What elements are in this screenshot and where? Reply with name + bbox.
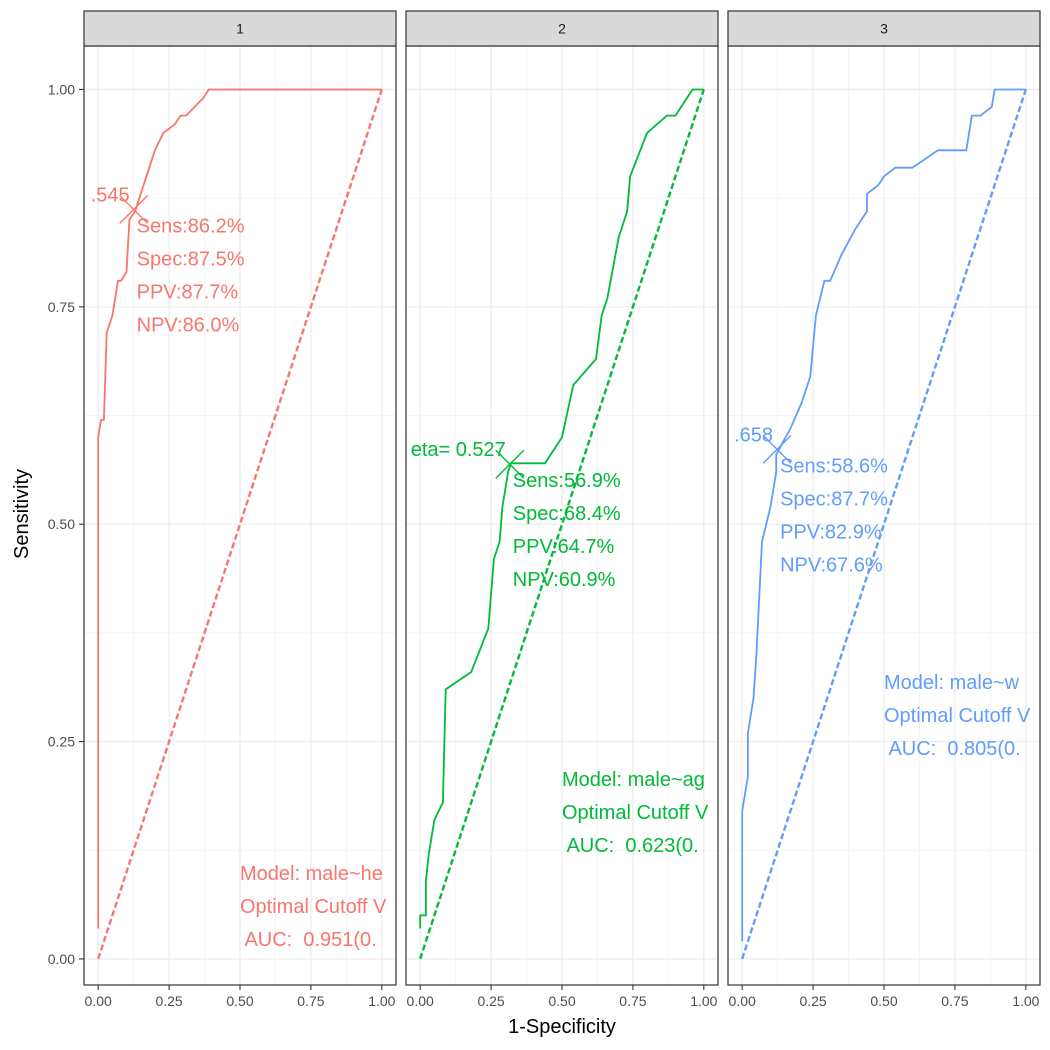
stat-label: PPV:64.7%: [513, 536, 615, 558]
stat-label: Spec:68.4%: [513, 503, 621, 525]
facet-strip-label: 3: [880, 21, 888, 37]
x-tick-label: 0.25: [155, 993, 182, 1009]
y-tick-label: 0.00: [48, 951, 75, 967]
stat-label: NPV:86.0%: [137, 314, 240, 336]
cutoff-value-label: .545: [91, 184, 130, 206]
facet-strip-label: 1: [236, 21, 244, 37]
facet-strip: [83, 10, 397, 47]
roc-curve-series-1: [97, 88, 382, 929]
roc-curve-series-3: [741, 88, 1026, 942]
y-axis: 0.00 0.25 0.50 0.75 1.00: [48, 81, 84, 967]
stat-label: NPV:60.9%: [513, 569, 616, 591]
cutoff-value-label: .658: [734, 424, 773, 446]
x-tick-label: 0.75: [619, 993, 646, 1009]
x-tick-label: 0.75: [941, 993, 968, 1009]
cutoff-value-label: eta= 0.527: [411, 439, 506, 461]
optimal-cutoff-marker: [495, 449, 525, 479]
model-annotation-line: Optimal Cutoff V: [562, 802, 709, 824]
x-tick-label: 0.00: [407, 993, 434, 1009]
stat-label: PPV:82.9%: [780, 521, 882, 543]
x-tick-label: 0.50: [226, 993, 253, 1009]
model-annotation-line: Model: male~he: [240, 863, 383, 885]
model-annotation-line: AUC: 0.805(0.: [884, 738, 1021, 760]
facet-strip-label: 2: [558, 21, 566, 37]
facet-panel-1: .545 Sens:86.2% Spec:87.5% PPV:87.7% NPV:86.…: [83, 10, 397, 986]
model-annotation-line: AUC: 0.951(0.: [240, 929, 377, 951]
model-annotation-line: AUC: 0.623(0.: [562, 835, 699, 857]
facet-plot-area: .658 Sens:58.6% Spec:87.7% PPV:82.9% NPV:67.…: [734, 88, 1031, 960]
facet-panels: .545 Sens:86.2% Spec:87.5% PPV:87.7% NPV:86.…: [83, 10, 1041, 986]
x-tick-label: 0.00: [85, 993, 112, 1009]
x-tick-label: 0.25: [799, 993, 826, 1009]
facet-plot-area: eta= 0.527 Sens:56.9% Spec:68.4% PPV:64.7% N…: [411, 88, 709, 960]
stat-label: Sens:56.9%: [513, 470, 621, 492]
stat-label: PPV:87.7%: [137, 281, 239, 303]
x-tick-label: 0.50: [870, 993, 897, 1009]
x-axis-title: 1-Specificity: [508, 1016, 616, 1038]
stat-label: Sens:58.6%: [780, 455, 888, 477]
facet-plot-area: .545 Sens:86.2% Spec:87.5% PPV:87.7% NPV:86.…: [91, 88, 387, 960]
optimal-cutoff-marker: [119, 194, 149, 224]
model-annotation-line: Optimal Cutoff V: [240, 896, 387, 918]
facet-panel-3: .658 Sens:58.6% Spec:87.7% PPV:82.9% NPV:67.…: [727, 10, 1041, 986]
x-axis: 0.00 0.25 0.50 0.75 1.00 0.00 0.25 0.50 0.75 1.00…: [85, 985, 1040, 1009]
y-tick-label: 0.50: [48, 516, 75, 532]
y-tick-label: 1.00: [48, 81, 75, 97]
roc-curve-series-2: [419, 88, 704, 929]
x-tick-label: 0.25: [477, 993, 504, 1009]
x-tick-label: 1.00: [690, 993, 717, 1009]
stat-label: Spec:87.7%: [780, 488, 888, 510]
facet-strip: [405, 10, 719, 47]
model-annotation-line: Optimal Cutoff V: [884, 705, 1031, 727]
stat-label: Sens:86.2%: [137, 215, 245, 237]
optimal-cutoff-marker: [762, 434, 792, 464]
facet-panel-2: eta= 0.527 Sens:56.9% Spec:68.4% PPV:64.7% N…: [405, 10, 719, 986]
x-tick-label: 1.00: [368, 993, 395, 1009]
stat-label: NPV:67.6%: [780, 554, 883, 576]
y-tick-label: 0.25: [48, 734, 75, 750]
x-tick-label: 0.50: [548, 993, 575, 1009]
x-tick-label: 0.00: [729, 993, 756, 1009]
x-tick-label: 1.00: [1012, 993, 1039, 1009]
facet-strip: [727, 10, 1041, 47]
y-axis-title: Sensitivity: [11, 469, 33, 559]
model-annotation-line: Model: male~w: [884, 672, 1020, 694]
x-tick-label: 0.75: [297, 993, 324, 1009]
stat-label: Spec:87.5%: [137, 248, 245, 270]
model-annotation-line: Model: male~ag: [562, 769, 705, 791]
y-tick-label: 0.75: [48, 299, 75, 315]
